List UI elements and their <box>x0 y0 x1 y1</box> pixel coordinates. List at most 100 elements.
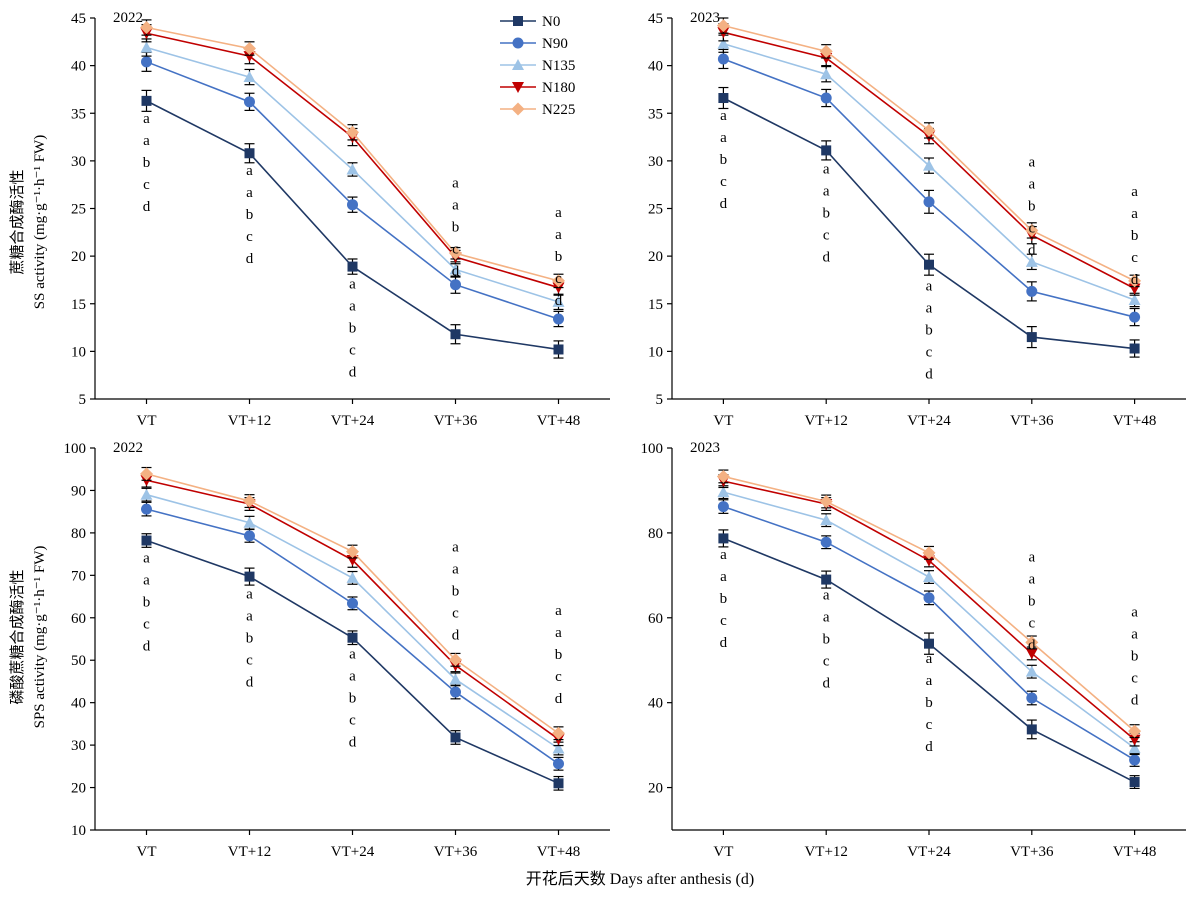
y-tick-label: 10 <box>71 344 86 360</box>
significance-letter: c <box>452 606 459 622</box>
data-point <box>820 536 832 548</box>
panels-group: 5 10 15 20 25 30 35 40 45 VT VT+12 VT+24 VT+36 VT+48 2… <box>64 10 1186 860</box>
significance-letter: a <box>555 205 562 221</box>
legend-marker <box>511 102 525 116</box>
legend-label: N90 <box>542 36 568 52</box>
y-tick-label: 5 <box>656 392 664 408</box>
significance-letter: b <box>246 207 254 223</box>
significance-letter: c <box>1131 671 1138 687</box>
legend-item-n90: N90 <box>500 36 568 52</box>
y-axis-title-top-cn: 蔗糖合成酶活性 <box>9 169 26 274</box>
y-tick-label: 45 <box>648 11 663 27</box>
significance-letter: c <box>1028 221 1035 237</box>
y-tick-label: 80 <box>71 526 86 542</box>
x-tick-label: VT <box>713 844 733 860</box>
data-point <box>553 344 564 355</box>
significance-letter: a <box>1131 184 1138 200</box>
significance-letter: b <box>925 322 933 338</box>
significance-letter: c <box>246 229 253 245</box>
significance-letter: a <box>143 133 150 149</box>
data-point <box>922 123 936 137</box>
data-point <box>716 19 730 33</box>
data-point <box>717 501 729 513</box>
x-tick-label: VT+48 <box>1113 413 1156 429</box>
significance-letter: a <box>349 277 356 293</box>
data-point <box>140 467 153 481</box>
significance-letter: b <box>1131 649 1139 665</box>
series-line <box>146 32 559 289</box>
legend-label: N180 <box>542 80 575 96</box>
significance-letter: b <box>349 321 357 337</box>
significance-letter: a <box>143 551 150 567</box>
significance-letter: d <box>555 293 563 309</box>
significance-letter: a <box>823 588 830 604</box>
y-axis-title-bottom-en: SPS activity (mg·g⁻¹·h⁻¹ FW) <box>32 546 48 729</box>
significance-letter: b <box>143 155 151 171</box>
data-point <box>820 68 833 80</box>
y-tick-label: 30 <box>71 154 86 170</box>
series-n225 <box>140 466 565 741</box>
legend-item-n225: N225 <box>500 102 575 118</box>
series-line <box>146 493 559 750</box>
x-tick-label: VT+24 <box>907 844 951 860</box>
significance-letter: a <box>720 547 727 563</box>
data-point <box>718 93 729 104</box>
y-tick-label: 20 <box>71 781 86 797</box>
data-point <box>141 56 152 68</box>
significance-letter: d <box>822 249 830 265</box>
significance-letter: b <box>246 630 254 646</box>
data-point <box>820 92 832 104</box>
legend-marker <box>513 16 523 26</box>
significance-letter: d <box>925 739 933 755</box>
significance-letter: a <box>349 669 356 685</box>
data-point <box>1025 255 1038 267</box>
legend: N0 N90 N135 N180 N225 <box>500 14 575 118</box>
data-point <box>1026 332 1037 343</box>
significance-letter: a <box>452 176 459 192</box>
y-tick-label: 35 <box>71 106 86 122</box>
significance-letter: b <box>1028 593 1036 609</box>
data-point <box>923 159 935 171</box>
data-point <box>923 196 935 208</box>
data-point <box>140 21 153 35</box>
significance-letter: d <box>246 674 254 690</box>
data-point <box>346 571 359 583</box>
significance-letter: b <box>143 595 151 611</box>
data-point <box>347 199 358 211</box>
data-point <box>924 259 934 270</box>
legend-marker <box>512 37 524 49</box>
significance-letter: d <box>720 196 728 212</box>
significance-letter: d <box>555 691 563 707</box>
x-tick-label: VT <box>137 844 157 860</box>
significance-letter: c <box>1028 615 1035 631</box>
data-point <box>450 686 461 698</box>
x-tick-label: VT+12 <box>228 413 271 429</box>
data-point <box>450 732 461 743</box>
significance-letter: b <box>1131 228 1139 244</box>
data-point <box>449 673 462 685</box>
significance-letter: c <box>143 177 150 193</box>
y-tick-label: 50 <box>71 653 86 669</box>
y-tick-label: 30 <box>648 154 663 170</box>
y-tick-label: 20 <box>648 781 663 797</box>
x-tick-label: VT+36 <box>1010 413 1054 429</box>
legend-label: N135 <box>542 58 575 74</box>
data-point <box>1025 223 1039 237</box>
significance-letter: d <box>720 635 728 651</box>
significance-letter: b <box>452 584 460 600</box>
x-tick-label: VT+48 <box>537 844 580 860</box>
significance-letter: a <box>246 608 253 624</box>
data-point <box>717 486 730 498</box>
panel-year-title: 2023 <box>690 10 720 26</box>
y-tick-label: 60 <box>71 611 86 627</box>
series-n135 <box>717 485 1141 756</box>
x-tick-label: VT+12 <box>804 413 847 429</box>
panel-year-title: 2022 <box>113 440 143 456</box>
significance-letter: b <box>555 647 563 663</box>
